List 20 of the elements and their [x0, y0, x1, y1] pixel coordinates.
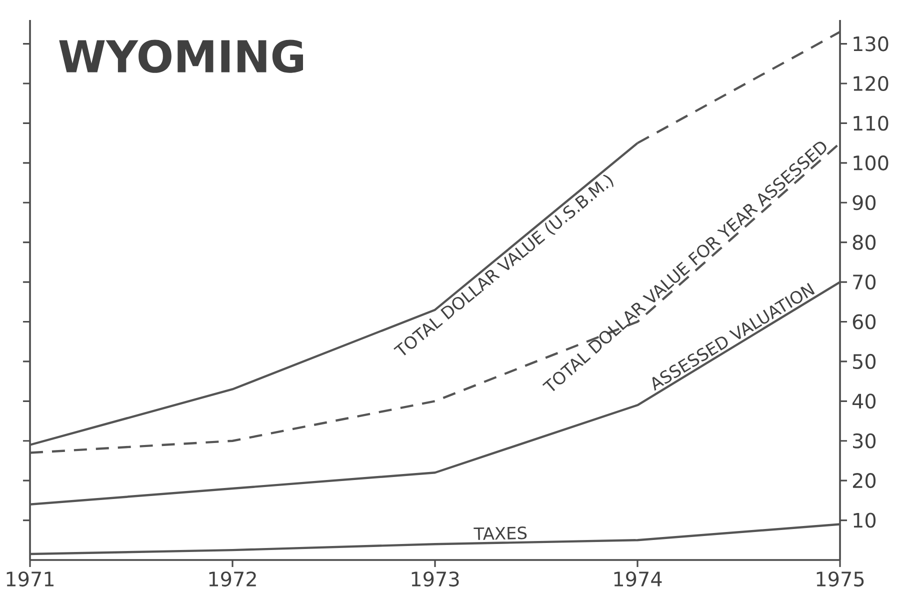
- y-tick-label: 100: [854, 155, 888, 170]
- y-tick-label: 40: [852, 394, 876, 409]
- y-tick-label: 10: [854, 512, 876, 528]
- series-label: TAXES: [474, 526, 527, 540]
- x-tick-label: 1974: [614, 572, 662, 587]
- y-tick-label: 80: [852, 234, 876, 250]
- y-tick-label: 110: [854, 116, 888, 131]
- y-tick-label: 130: [854, 36, 888, 52]
- y-tick-label: 60: [852, 314, 876, 330]
- chart-title: WYOMING: [59, 40, 304, 73]
- x-tick-label: 1972: [209, 572, 256, 587]
- y-tick-label: 50: [853, 354, 876, 369]
- y-tick-label: 120: [854, 76, 888, 92]
- y-tick-label: 20: [852, 473, 876, 488]
- y-tick-label: 90: [852, 195, 876, 210]
- x-tick-label: 1971: [6, 572, 54, 587]
- x-tick-label: 1975: [816, 572, 864, 587]
- y-tick-label: 30: [853, 433, 876, 448]
- x-tick-label: 1973: [412, 572, 459, 587]
- y-tick-label: 70: [853, 274, 876, 290]
